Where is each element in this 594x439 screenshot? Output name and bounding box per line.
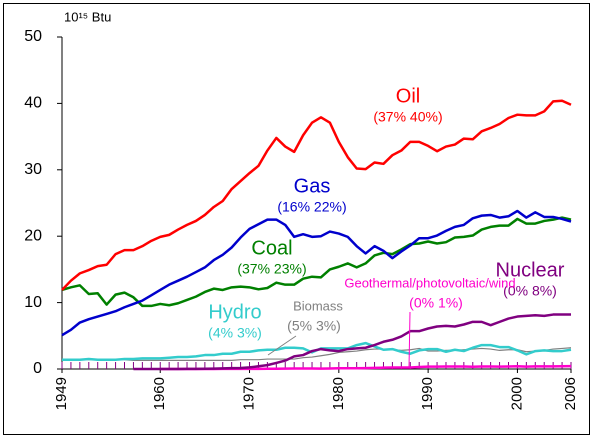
series-share: (16% 22%) (277, 199, 346, 215)
x-tick-label: 1960 (151, 377, 168, 410)
series-label: Biomass (293, 298, 343, 313)
series-share: (0% 1%) (409, 295, 463, 311)
y-tick-label: 40 (24, 95, 42, 112)
series-label: Geothermal/photovoltaic/wind (344, 275, 515, 290)
frame (3, 3, 590, 435)
leader-line (408, 311, 411, 369)
y-tick-label: 30 (24, 161, 42, 178)
x-tick-label: 2000 (508, 377, 525, 410)
y-tick-label: 20 (24, 227, 42, 244)
x-tick-label: 2006 (562, 377, 579, 410)
series-line (133, 313, 571, 371)
y-tick-label: 50 (24, 28, 42, 45)
series-line (62, 347, 572, 361)
x-tick-label: 1990 (419, 377, 436, 410)
y-tick-label: 10 (24, 294, 42, 311)
series-share: (5% 3%) (287, 318, 341, 334)
x-tick-label: 1980 (330, 377, 347, 410)
x-tick-label: 1949 (53, 377, 70, 410)
series-share: (37% 23%) (237, 261, 306, 277)
leader-line (267, 335, 297, 356)
series-share: (0% 8%) (503, 283, 557, 299)
series-label: Nuclear (496, 259, 565, 281)
series-line (61, 99, 572, 291)
series-label: Gas (294, 175, 331, 197)
series-share: (37% 40%) (373, 109, 442, 125)
series-line (61, 209, 572, 337)
series-line (61, 216, 572, 308)
series-label: Oil (396, 85, 420, 107)
y-axis-unit: 10¹⁵ Btu (64, 9, 111, 24)
y-tick-label: 0 (33, 360, 42, 377)
series-label: Coal (251, 237, 292, 259)
series-share: (4% 3%) (208, 325, 262, 341)
series-label: Hydro (208, 301, 261, 323)
x-tick-label: 1970 (240, 377, 257, 410)
